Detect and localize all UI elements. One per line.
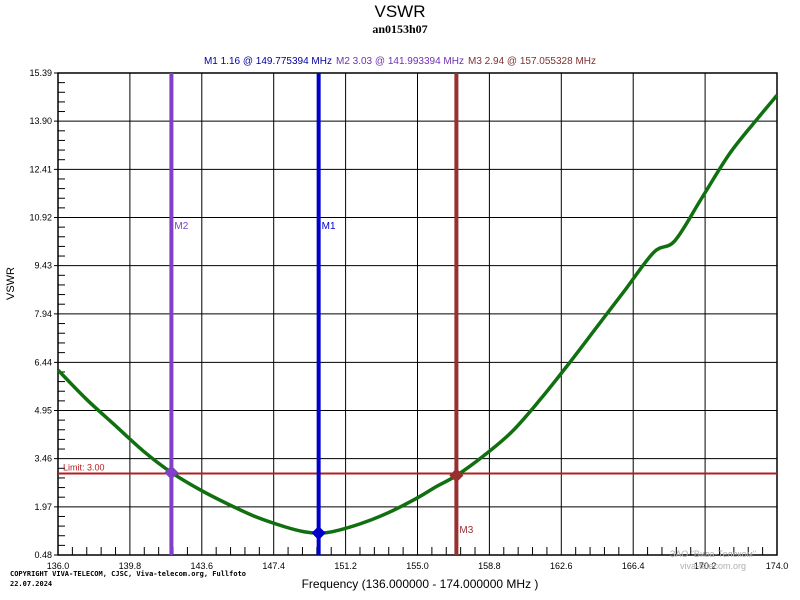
marker-summary-m1: M1 1.16 @ 149.775394 MHz [203,56,332,67]
marker-summary-m2: M2 3.03 @ 141.993394 MHz [335,56,464,67]
x-tick-label: 139.8 [119,561,142,571]
x-tick-label: 170.2 [694,561,717,571]
y-tick-label: 1.97 [34,502,52,512]
marker-point-m3 [449,468,464,483]
x-tick-label: 136.0 [47,561,70,571]
limit-line: Limit: 3.00 [58,463,777,475]
chart-subtitle: an0153h07 [372,22,428,36]
x-tick-label: 166.4 [622,561,645,571]
vswr-trace [56,94,779,535]
y-axis-label: VSWR [5,267,17,300]
y-tick-label: 6.44 [34,357,52,367]
x-tick-label: 155.0 [406,561,429,571]
watermark: ЗАО "Вива-Телеком" viva-telecom.org [670,548,756,572]
marker-point-m2 [164,465,179,480]
marker-summary: M1 1.16 @ 149.775394 MHz M2 3.03 @ 141.99… [0,56,800,67]
x-axis-label: Frequency (136.000000 - 174.000000 MHz ) [301,577,539,591]
copyright-notice: COPYRIGHT VIVA-TELECOM, CJSC, Viva-telec… [10,569,246,589]
marker-label-m3: M3 [459,525,473,536]
marker-label-m1: M1 [322,221,336,232]
y-tick-label: 10.92 [29,213,52,223]
x-tick-label: 143.6 [191,561,214,571]
limit-label: Limit: 3.00 [63,463,105,473]
x-tick-label: 174.0 [766,561,789,571]
y-tick-label: 3.46 [34,454,52,464]
y-tick-label: 9.43 [34,261,52,271]
marker-lines: M1 M2 M3 [164,73,474,555]
y-tick-label: 13.90 [29,116,52,126]
y-tick-label: 7.94 [34,309,52,319]
marker-summary-m3: M3 2.94 @ 157.055328 MHz [468,56,597,67]
minor-ticks [58,82,764,555]
x-tick-label: 151.2 [334,561,357,571]
copyright-line: COPYRIGHT VIVA-TELECOM, CJSC, Viva-telec… [10,570,247,578]
y-tick-label: 0.48 [34,550,52,560]
watermark-url: viva-telecom.org [680,561,747,571]
grid [54,72,778,556]
x-tick-label: 147.4 [262,561,285,571]
axis-tick-labels: 136.0 139.8 143.6 147.4 151.2 155.0 158.8 162.6… [29,68,788,571]
y-tick-label: 4.95 [34,405,52,415]
copyright-date: 22.07.2024 [10,580,53,588]
x-tick-label: 158.8 [478,561,501,571]
marker-label-m2: M2 [174,221,188,232]
chart-title: VSWR [374,2,426,21]
watermark-company: ЗАО "Вива-Телеком" [670,549,757,559]
y-tick-label: 15.39 [29,68,52,78]
vswr-curve [56,94,779,535]
y-tick-label: 12.41 [29,164,52,174]
marker-point-m1 [311,525,326,541]
x-tick-label: 162.6 [550,561,573,571]
